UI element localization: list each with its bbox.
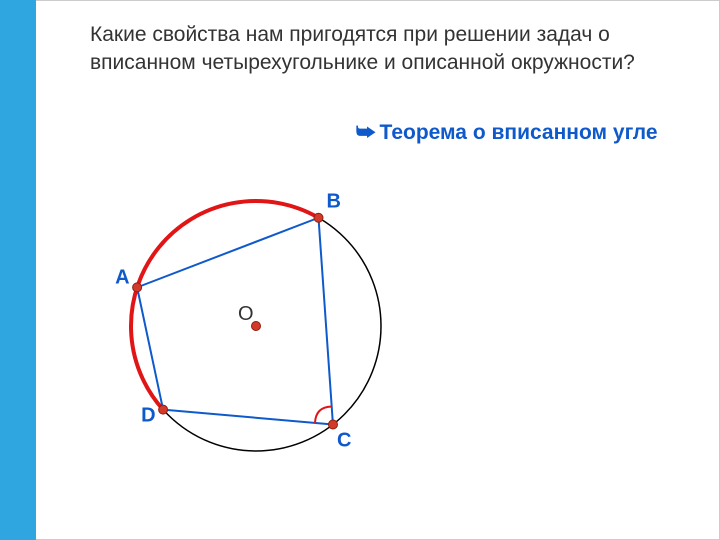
center-label: О: [238, 303, 254, 325]
sidebar-accent: [0, 0, 36, 540]
slide-content: Какие свойства нам пригодятся при решени…: [36, 0, 720, 540]
vertex-label-C: C: [337, 430, 351, 452]
bullet-icon: ⮩: [356, 121, 376, 144]
vertex-label-D: D: [141, 405, 155, 427]
theorem-label: Теорема о вписанном угле: [380, 121, 658, 144]
figure-svg: О A B C D: [96, 166, 416, 486]
theorem-line: ⮩Теорема о вписанном угле: [356, 121, 658, 145]
vertex-label-B: B: [327, 191, 341, 213]
question-text: Какие свойства нам пригодятся при решени…: [90, 21, 710, 78]
geometry-figure: О A B C D: [96, 166, 416, 486]
vertex-label-A: A: [115, 266, 129, 288]
